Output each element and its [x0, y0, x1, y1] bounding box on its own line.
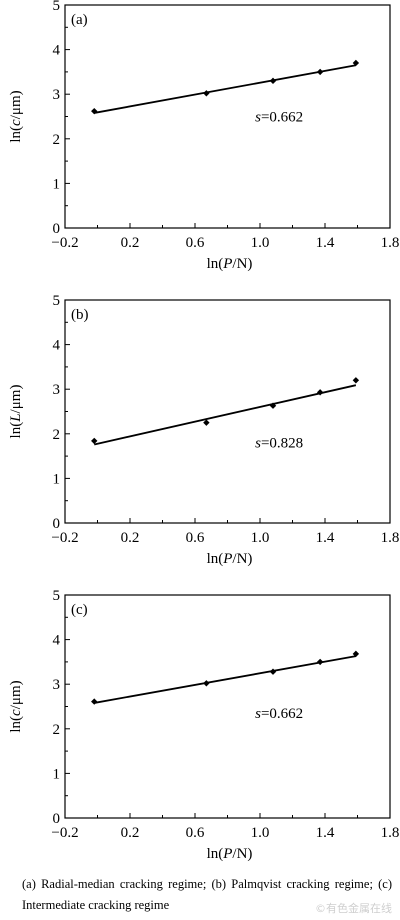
y-tick-label: 0	[53, 221, 61, 237]
y-tick-label: 4	[53, 338, 61, 354]
chart-svg: −0.2 0.2 0.6 1.0 1.4 1.8 0 1 2 3 4 5 ln(P/N) ln(L/μm)…	[8, 295, 400, 567]
data-point	[91, 698, 98, 705]
y-tick-label: 3	[53, 677, 61, 693]
slope-annotation: s=0.662	[255, 706, 303, 722]
data-point	[203, 90, 210, 97]
x-tick-label: 1.4	[316, 825, 335, 841]
panel-label: (b)	[71, 307, 89, 323]
x-tick-label: 0.2	[121, 235, 140, 251]
x-tick-label: 0.2	[121, 530, 140, 546]
slope-annotation: s=0.828	[255, 436, 303, 452]
y-tick-label: 0	[53, 811, 61, 827]
x-tick-label: 0.2	[121, 825, 140, 841]
fit-line	[94, 655, 357, 704]
x-axis-label: ln(P/N)	[207, 846, 253, 862]
watermark: ©有色金属在线	[315, 902, 392, 915]
y-tick-label: 2	[53, 722, 61, 738]
panel-label: (c)	[71, 602, 88, 618]
y-tick-label: 3	[53, 87, 61, 103]
data-point	[352, 377, 360, 384]
y-tick-label: 4	[53, 43, 61, 59]
fit-line	[94, 384, 357, 446]
data-point	[91, 437, 98, 445]
chart-panel-a: −0.2 0.2 0.6 1.0 1.4 1.8 0 1 2 3 4 5 ln(P/N) ln(c/μm)…	[0, 0, 400, 295]
data-point	[352, 59, 360, 67]
x-tick-label: −0.2	[51, 530, 78, 546]
data-point	[316, 658, 324, 666]
x-tick-label: 1.0	[251, 825, 270, 841]
plot-frame	[64, 4, 391, 229]
x-tick-label: 1.8	[381, 530, 400, 546]
panel-label: (a)	[71, 12, 88, 28]
chart-panel-c: −0.2 0.2 0.6 1.0 1.4 1.8 0 1 2 3 4 5 ln(P/N) ln(c/μm)…	[0, 590, 400, 885]
x-tick-label: 1.0	[251, 530, 270, 546]
y-tick-label: 5	[53, 295, 61, 309]
x-tick-label: 1.8	[381, 235, 400, 251]
data-point	[269, 668, 277, 675]
chart-svg: −0.2 0.2 0.6 1.0 1.4 1.8 0 1 2 3 4 5 ln(P/N) ln(c/μm)…	[8, 0, 400, 272]
y-tick-label: 0	[53, 516, 61, 532]
data-point	[316, 68, 324, 76]
chart-panel-b: −0.2 0.2 0.6 1.0 1.4 1.8 0 1 2 3 4 5 ln(P/N) ln(L/μm)…	[0, 295, 400, 590]
data-point	[269, 77, 277, 85]
y-tick-label: 3	[53, 382, 61, 398]
y-axis-label: ln(L/μm)	[8, 385, 24, 439]
data-point	[203, 419, 210, 426]
y-tick-label: 2	[53, 427, 61, 443]
chart-svg: −0.2 0.2 0.6 1.0 1.4 1.8 0 1 2 3 4 5 ln(P/N) ln(c/μm)…	[8, 590, 400, 862]
x-tick-label: 0.6	[186, 235, 205, 251]
data-point	[269, 402, 277, 409]
slope-annotation: s=0.662	[255, 110, 303, 126]
x-tick-label: 1.0	[251, 235, 270, 251]
y-tick-label: 2	[53, 132, 61, 148]
plot-frame	[64, 594, 391, 819]
x-axis-label: ln(P/N)	[207, 256, 253, 272]
y-tick-label: 5	[53, 0, 61, 14]
x-tick-label: 0.6	[186, 530, 205, 546]
y-tick-label: 4	[53, 633, 61, 649]
fit-line	[94, 64, 357, 114]
x-tick-label: −0.2	[51, 825, 78, 841]
y-axis-label: ln(c/μm)	[8, 680, 24, 732]
data-point	[203, 680, 210, 687]
x-tick-label: −0.2	[51, 235, 78, 251]
plot-frame	[64, 299, 391, 524]
data-point	[91, 107, 98, 115]
y-tick-label: 1	[53, 176, 61, 192]
y-tick-label: 5	[53, 590, 61, 604]
x-tick-label: 1.8	[381, 825, 400, 841]
x-tick-label: 0.6	[186, 825, 205, 841]
y-tick-label: 1	[53, 471, 61, 487]
x-tick-label: 1.4	[316, 235, 335, 251]
y-axis-label: ln(c/μm)	[8, 90, 24, 142]
x-axis-label: ln(P/N)	[207, 551, 253, 567]
y-tick-label: 1	[53, 766, 61, 782]
figure-caption: (a) Radial-median cracking regime; (b) P…	[22, 877, 392, 912]
data-point	[316, 389, 324, 396]
x-tick-label: 1.4	[316, 530, 335, 546]
